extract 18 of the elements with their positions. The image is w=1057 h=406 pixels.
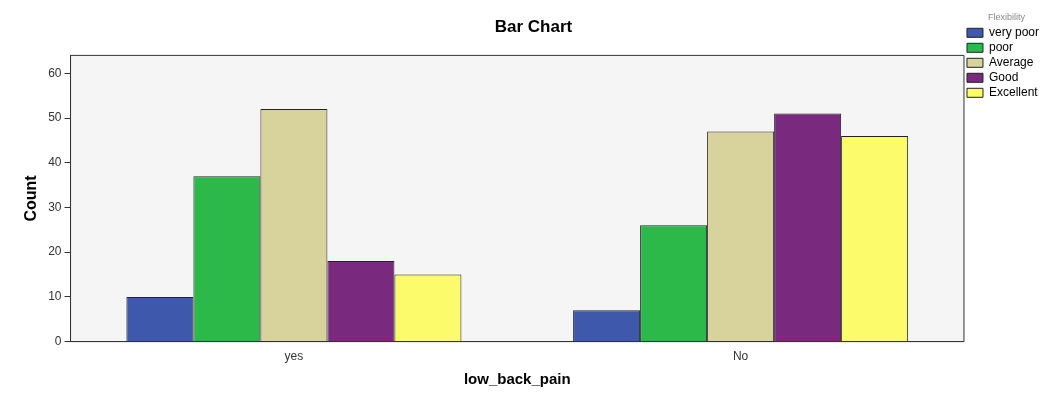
x-tick-label: yes: [284, 349, 304, 364]
y-tick-label: 30: [48, 199, 62, 214]
y-tick-label: 20: [48, 244, 62, 259]
legend-label: Good: [988, 70, 1019, 85]
legend-label: Average: [988, 55, 1034, 70]
y-tick-label: 50: [48, 110, 62, 125]
chart-title: Bar Chart: [494, 16, 573, 36]
y-tick-label: 0: [54, 333, 62, 348]
y-tick-label: 10: [48, 289, 62, 304]
legend-label: poor: [988, 40, 1014, 55]
legend-title: Flexibility: [987, 11, 1026, 22]
y-tick-label: 60: [48, 65, 62, 80]
y-axis-title: Count: [22, 174, 40, 222]
x-axis-title: low_back_pain: [463, 370, 571, 388]
legend-label: very poor: [988, 25, 1040, 40]
legend-label: Excellent: [988, 85, 1039, 100]
y-tick-label: 40: [48, 155, 62, 170]
x-tick-label: No: [732, 349, 749, 364]
